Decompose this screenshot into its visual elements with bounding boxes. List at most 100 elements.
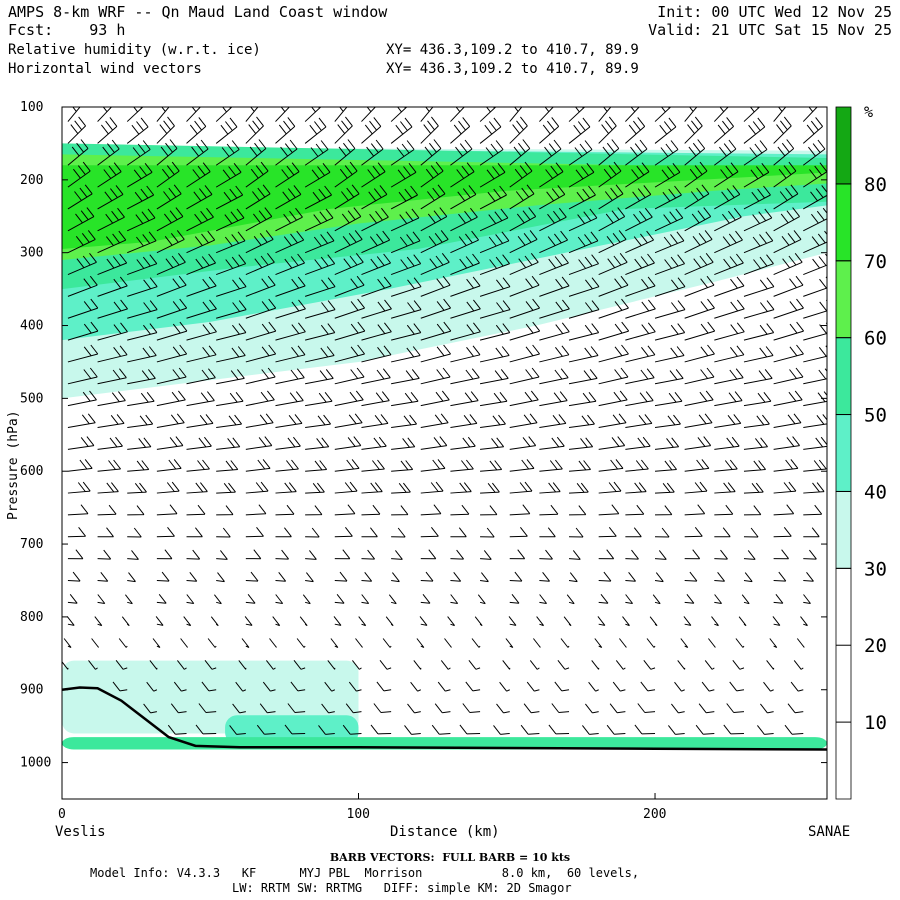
wind-barb [803, 459, 827, 472]
wind-barb [391, 391, 419, 407]
wind-barb [654, 460, 677, 472]
wind-barb [654, 185, 682, 210]
wind-barb [245, 161, 269, 188]
wind-barb [598, 526, 617, 538]
wind-barb [215, 107, 233, 122]
wind-barb [509, 390, 539, 407]
wind-barb [245, 390, 275, 407]
barb-column [459, 107, 511, 735]
wind-barb [216, 323, 247, 341]
wind-barb [509, 436, 537, 450]
wind-barb [156, 207, 184, 232]
wind-barb [646, 638, 656, 648]
wind-barb [67, 367, 98, 385]
wind-barb [563, 616, 572, 627]
wind-barb [714, 459, 738, 472]
wind-barb [557, 659, 570, 670]
wind-barb [67, 549, 84, 560]
wind-barb [479, 185, 507, 210]
wind-barb [509, 298, 540, 319]
wind-barb [539, 107, 554, 122]
wind-barb [625, 594, 633, 604]
wind-barb [743, 437, 768, 450]
wind-barb [598, 481, 622, 494]
wind-barb [625, 368, 655, 385]
wind-barb [125, 594, 133, 605]
wind-barb [625, 459, 649, 472]
wind-barb [186, 549, 201, 560]
wind-barb [684, 298, 715, 319]
wind-barb [334, 230, 363, 254]
wind-barb [391, 505, 409, 516]
wind-barb [568, 460, 591, 472]
barb-column [493, 107, 541, 735]
wind-barb [625, 185, 652, 210]
wind-barb [450, 117, 471, 144]
wind-barb [684, 593, 695, 604]
wind-barb [420, 504, 442, 516]
wind-barb [305, 460, 328, 472]
wind-barb [127, 231, 157, 254]
wind-barb [773, 390, 803, 407]
wind-barb [714, 185, 741, 210]
wind-barb [526, 681, 540, 692]
wind-barb [625, 414, 653, 428]
wind-barb [275, 253, 305, 276]
wind-barb [684, 526, 703, 538]
wind-barb [245, 413, 274, 428]
wind-barb [539, 230, 568, 254]
wind-barb [539, 368, 569, 385]
barb-column [757, 107, 804, 735]
wind-barb [800, 616, 808, 627]
wind-barb [210, 616, 219, 627]
wind-barb [568, 391, 597, 407]
wind-barb [127, 277, 158, 297]
wind-barb [186, 117, 207, 144]
wind-barb [450, 107, 465, 122]
wind-barb [97, 391, 126, 407]
wind-barb [88, 660, 98, 670]
wind-barb [195, 724, 217, 735]
wind-barb [714, 345, 745, 363]
wind-barb [684, 436, 712, 450]
wind-barb [474, 616, 483, 627]
wind-barb [668, 725, 685, 735]
y-tick-label: 400 [20, 319, 43, 334]
barb-column [342, 107, 392, 735]
wind-barb [773, 107, 787, 122]
wind-barb [741, 594, 750, 605]
wind-barb [361, 504, 381, 516]
barb-column [143, 107, 188, 714]
wind-barb [420, 107, 434, 122]
wind-barb [177, 660, 187, 670]
wind-barb [245, 344, 277, 363]
wind-barb [625, 139, 648, 166]
wind-barb [652, 594, 661, 605]
wind-barb [796, 638, 805, 648]
wind-barb [361, 436, 387, 450]
wind-barb [713, 117, 734, 144]
wind-barb [420, 139, 442, 166]
colorbar-label: 50 [864, 405, 887, 427]
wind-barb [127, 505, 145, 516]
wind-barb [698, 703, 715, 714]
wind-barb [327, 660, 336, 670]
wind-barb [238, 660, 247, 670]
wind-barb [654, 140, 679, 166]
wind-barb [568, 208, 598, 232]
wind-barb [186, 504, 206, 516]
wind-barb [355, 638, 363, 648]
wind-barb [245, 549, 262, 560]
wind-barb [156, 504, 178, 516]
wind-barb [127, 550, 139, 560]
wind-barb [126, 140, 151, 166]
wind-barb [569, 527, 584, 538]
wind-barb [479, 346, 510, 363]
wind-barb [585, 703, 599, 714]
wind-barb [275, 482, 297, 494]
wind-barb [127, 369, 156, 385]
wind-barb [361, 414, 389, 428]
wind-barb [352, 660, 362, 670]
wind-barb [204, 659, 217, 670]
wind-barb [97, 207, 125, 232]
